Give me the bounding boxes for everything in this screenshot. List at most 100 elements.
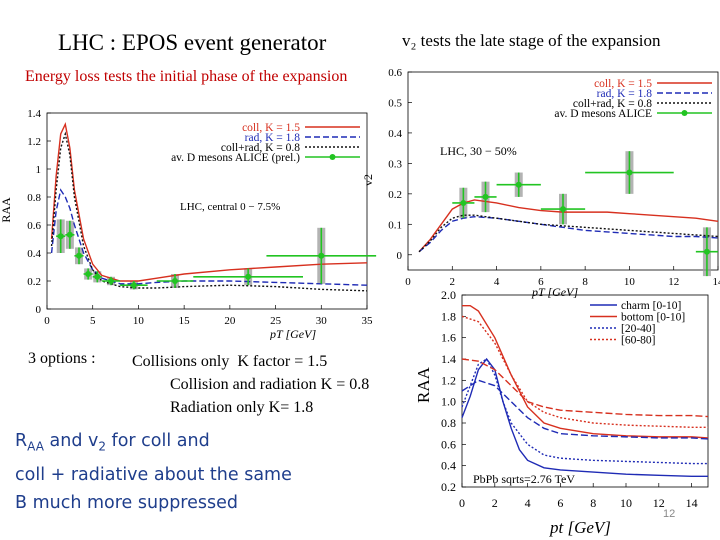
y-tick-label: 1.4 — [27, 108, 41, 120]
y-tick-label: 0.2 — [441, 480, 456, 494]
x-tick-label: 6 — [538, 276, 544, 288]
v2-title: v₂ tests the late stage of the expansion — [402, 31, 661, 50]
raa-chart: 0 5 10 15 20 25 30 35 0 0.2 0.4 0.6 0.8 1 1.2 1.4 pT [Ge… — [0, 108, 377, 340]
legend-label: av. D mesons ALICE (prel.) — [171, 152, 300, 164]
y-tick-label: 0.6 — [27, 220, 41, 232]
x-tick-label: 35 — [362, 315, 374, 327]
data-point — [245, 273, 252, 280]
y-tick-label: 2.0 — [441, 288, 456, 302]
y-tick-label: 0.8 — [27, 192, 41, 204]
data-point — [460, 199, 467, 206]
y-axis-label: RAA — [414, 366, 433, 403]
data-point — [318, 252, 325, 259]
x-tick-label: 5 — [90, 315, 96, 327]
x-tick-label: 2 — [450, 276, 456, 288]
data-point — [108, 278, 114, 284]
legend-label: coll+rad, K = 0.8 — [221, 142, 300, 154]
legend-label: charm [0-10] — [621, 300, 681, 312]
summary-for-coll: for coll and — [105, 431, 210, 451]
y-tick-label: 1.0 — [441, 395, 456, 409]
legend-label: [60-80] — [621, 335, 656, 347]
x-tick-label: 6 — [557, 496, 563, 510]
chart-annotation: LHC, central 0 − 7.5% — [180, 201, 280, 213]
data-point — [515, 181, 522, 188]
x-tick-label: 8 — [590, 496, 596, 510]
summary-r: R — [15, 431, 28, 451]
summary-aa: AA — [27, 439, 44, 454]
y-tick-label: 0.1 — [388, 219, 402, 231]
summary-line-1: RAA and v2 for coll and — [15, 427, 292, 461]
y-tick-label: 0 — [36, 304, 42, 316]
summary-v-sub: 2 — [98, 439, 106, 454]
series-line — [461, 357, 708, 465]
x-tick-label: 14 — [686, 496, 698, 510]
options-list: Collisions only K factor = 1.5 Collision… — [132, 350, 369, 419]
x-tick-label: 20 — [224, 315, 236, 327]
x-tick-label: 25 — [270, 315, 282, 327]
data-point — [703, 248, 710, 255]
plot-frame — [46, 112, 368, 310]
x-tick-label: 10 — [133, 315, 145, 327]
raa-plot-group: 0 5 10 15 20 25 30 35 0 0.2 0.4 0.6 0.8 1 1.2 1.4 pT [Ge… — [0, 108, 377, 340]
options-label: 3 options : — [28, 350, 96, 367]
series-line — [461, 379, 709, 440]
plot-frame — [461, 294, 709, 488]
y-tick-label: 0.8 — [441, 416, 456, 430]
y-tick-label: 0.6 — [441, 437, 456, 451]
series-line — [418, 214, 719, 253]
summary-text: RAA and v2 for coll and coll + radiative… — [15, 427, 292, 517]
data-point — [76, 252, 82, 259]
x-tick-label: 0 — [405, 276, 411, 288]
energy-loss-text: Energy loss tests the initial phase of t… — [25, 68, 348, 85]
y-tick-label: 1.2 — [441, 373, 456, 387]
y-axis-label: RAA — [0, 197, 13, 223]
x-tick-label: 0 — [44, 315, 50, 327]
series-line — [50, 188, 368, 286]
series-line — [50, 121, 368, 282]
x-tick-label: 0 — [459, 496, 465, 510]
legend-label: coll, K = 1.5 — [242, 122, 300, 134]
legend-marker — [329, 154, 336, 160]
chart-annotation: PbPb sqrts=2.76 TeV — [473, 472, 575, 486]
legend-marker — [681, 110, 688, 116]
data-point — [626, 169, 633, 176]
legend-label: coll+rad, K = 0.8 — [573, 98, 652, 110]
y-tick-label: 1.2 — [27, 136, 41, 148]
data-point — [130, 282, 137, 289]
x-axis-label: pt [GeV] — [549, 518, 611, 537]
legend-label: av. D mesons ALICE — [554, 108, 652, 120]
x-tick-label: 4 — [525, 496, 531, 510]
plot-frame — [407, 71, 719, 271]
x-axis-label: pT [GeV] — [531, 285, 578, 299]
x-tick-label: 15 — [179, 315, 191, 327]
data-point — [66, 231, 73, 238]
legend-label: rad, K = 1.8 — [245, 132, 301, 144]
y-tick-label: 1 — [36, 164, 42, 176]
series-line — [461, 357, 708, 478]
y-tick-label: 0.5 — [388, 97, 402, 109]
data-point — [57, 233, 64, 240]
x-tick-label: 30 — [316, 315, 328, 327]
data-point — [560, 206, 566, 213]
legend-label: coll, K = 1.5 — [594, 78, 652, 90]
y-tick-label: 0.4 — [441, 459, 456, 473]
y-tick-label: 0.3 — [388, 158, 402, 170]
data-point — [85, 271, 92, 277]
legend-label: bottom [0-10] — [621, 312, 685, 324]
series-line — [461, 315, 708, 428]
x-tick-label: 14 — [713, 276, 720, 288]
page-number: 12 — [663, 508, 676, 520]
option-item: Radiation only K= 1.8 — [170, 399, 314, 416]
option-item: Collision and radiation K = 0.8 — [170, 376, 370, 393]
y-tick-label: 0.4 — [27, 248, 41, 260]
data-point — [172, 278, 178, 284]
x-axis-label: pT [GeV] — [269, 327, 316, 340]
series-line — [462, 304, 709, 439]
x-tick-label: 4 — [494, 276, 500, 288]
x-tick-label: 8 — [582, 276, 588, 288]
y-tick-label: 0 — [397, 250, 403, 262]
legend-label: rad, K = 1.8 — [597, 88, 653, 100]
summary-and-v: and v — [43, 431, 99, 451]
x-tick-label: 10 — [620, 496, 632, 510]
y-axis-label: v2 — [361, 174, 375, 186]
